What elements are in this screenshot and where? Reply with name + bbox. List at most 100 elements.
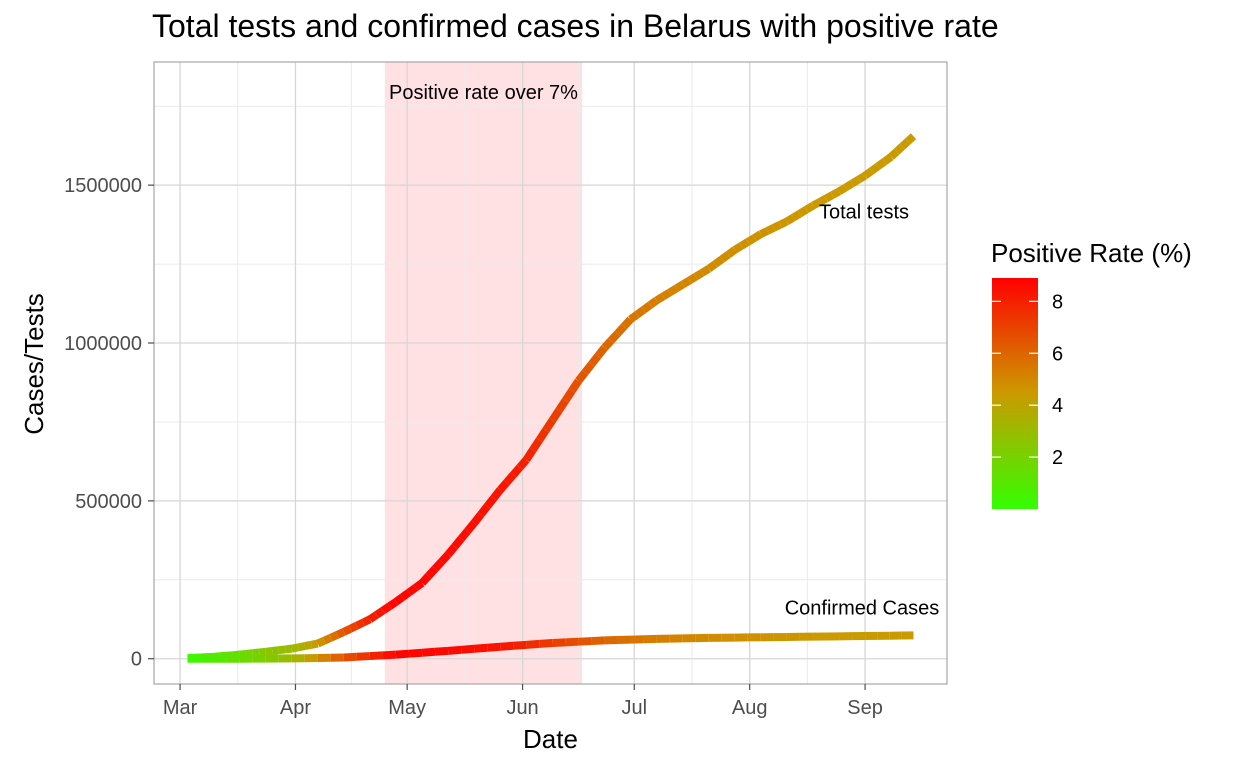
series-confirmed-cases xyxy=(187,631,914,663)
line-segment xyxy=(641,301,653,314)
chart-title: Total tests and confirmed cases in Belar… xyxy=(152,8,999,44)
line-segment xyxy=(490,487,504,501)
line-segment xyxy=(451,536,465,550)
line-segment xyxy=(387,598,399,610)
annotations: Positive rate over 7% Total tests Confirme… xyxy=(389,82,939,620)
line-segment xyxy=(712,256,725,268)
line-segment xyxy=(882,153,894,165)
line-segment xyxy=(271,646,280,655)
line-segment xyxy=(477,503,491,518)
axes: Mar Apr May Jun Jul Aug Sep 0 500000 1000000 15000… xyxy=(64,175,883,719)
y-tick-label: 1000000 xyxy=(64,333,142,355)
line-segment xyxy=(284,644,293,654)
line-segment xyxy=(608,330,621,344)
shaded-region-label: Positive rate over 7% xyxy=(389,82,578,104)
line-segment xyxy=(667,285,679,296)
line-segment xyxy=(512,640,527,650)
line-segment xyxy=(310,639,319,649)
line-segment xyxy=(499,641,514,651)
line-segment xyxy=(797,206,809,217)
line-segment xyxy=(732,242,744,254)
line-segment xyxy=(568,378,582,393)
line-segment xyxy=(824,191,835,203)
line-segment xyxy=(400,589,412,601)
y-tick-label: 0 xyxy=(131,649,142,671)
line-segment xyxy=(752,230,763,242)
line-segment xyxy=(565,637,579,647)
line-segment xyxy=(278,645,286,655)
color-legend: Positive Rate (%) 2 4 6 8 xyxy=(991,238,1192,509)
x-tick-label: Aug xyxy=(732,697,768,719)
line-segment xyxy=(239,649,247,659)
line-segment xyxy=(621,316,634,330)
line-segment xyxy=(552,638,566,647)
line-segment xyxy=(529,437,543,453)
line-segment xyxy=(374,607,386,619)
shaded-region xyxy=(384,62,583,684)
line-segment xyxy=(578,637,592,646)
line-segment xyxy=(382,650,397,660)
line-segment xyxy=(869,162,881,175)
line-segment xyxy=(719,251,731,263)
legend-title: Positive Rate (%) xyxy=(991,238,1192,268)
line-segment xyxy=(265,647,273,656)
line-segment xyxy=(329,631,339,642)
line-segment xyxy=(588,353,602,367)
line-segment xyxy=(843,180,855,191)
line-segment xyxy=(562,388,576,403)
legend-tick-label: 6 xyxy=(1052,343,1063,365)
y-tick-label: 500000 xyxy=(75,491,142,513)
x-tick-label: Jul xyxy=(621,697,647,719)
line-segment xyxy=(862,167,874,179)
x-tick-label: Sep xyxy=(847,697,883,719)
line-segment xyxy=(759,227,770,238)
line-segment xyxy=(875,158,887,170)
line-segment xyxy=(693,269,705,281)
line-segment xyxy=(425,566,439,579)
line-segment xyxy=(575,370,589,384)
line-segment xyxy=(355,618,366,630)
line-segment xyxy=(772,221,783,232)
line-segment xyxy=(581,361,595,376)
line-segment xyxy=(680,277,692,289)
line-segment xyxy=(432,558,445,572)
legend-tick-label: 2 xyxy=(1052,447,1063,469)
legend-ticks: 2 4 6 8 xyxy=(992,291,1063,469)
line-segment xyxy=(830,187,841,199)
line-segment xyxy=(342,625,353,636)
line-segment xyxy=(322,634,333,645)
shaded-region-rect xyxy=(384,62,583,684)
line-segment xyxy=(486,642,501,652)
line-segment xyxy=(817,195,828,206)
line-segment xyxy=(503,472,517,485)
series-total-tests xyxy=(187,133,917,663)
line-segment xyxy=(687,273,698,285)
line-segment xyxy=(591,636,605,646)
line-segment xyxy=(739,238,750,250)
line-segment xyxy=(316,637,326,648)
line-segment xyxy=(601,337,614,351)
legend-tick-label: 4 xyxy=(1052,395,1063,417)
line-segment xyxy=(258,647,267,657)
line-segment xyxy=(460,644,475,654)
x-tick-label: Apr xyxy=(280,697,311,719)
line-segment xyxy=(348,621,359,633)
line-segment xyxy=(905,133,917,145)
line-segment xyxy=(791,210,803,221)
line-segment xyxy=(419,573,432,586)
line-segment xyxy=(356,652,371,661)
line-segment xyxy=(899,138,911,150)
line-segment xyxy=(297,642,306,652)
line-segment xyxy=(526,639,540,649)
line-segment xyxy=(434,646,449,656)
line-segment xyxy=(647,297,659,309)
line-segment xyxy=(765,224,776,235)
line-segment xyxy=(252,648,260,658)
line-segment xyxy=(497,479,510,493)
line-segment xyxy=(804,202,816,214)
line-segment xyxy=(555,398,569,413)
line-segment xyxy=(369,651,384,661)
x-tick-label: Jun xyxy=(506,697,538,719)
line-segment xyxy=(290,643,300,653)
line-segment xyxy=(888,148,900,160)
